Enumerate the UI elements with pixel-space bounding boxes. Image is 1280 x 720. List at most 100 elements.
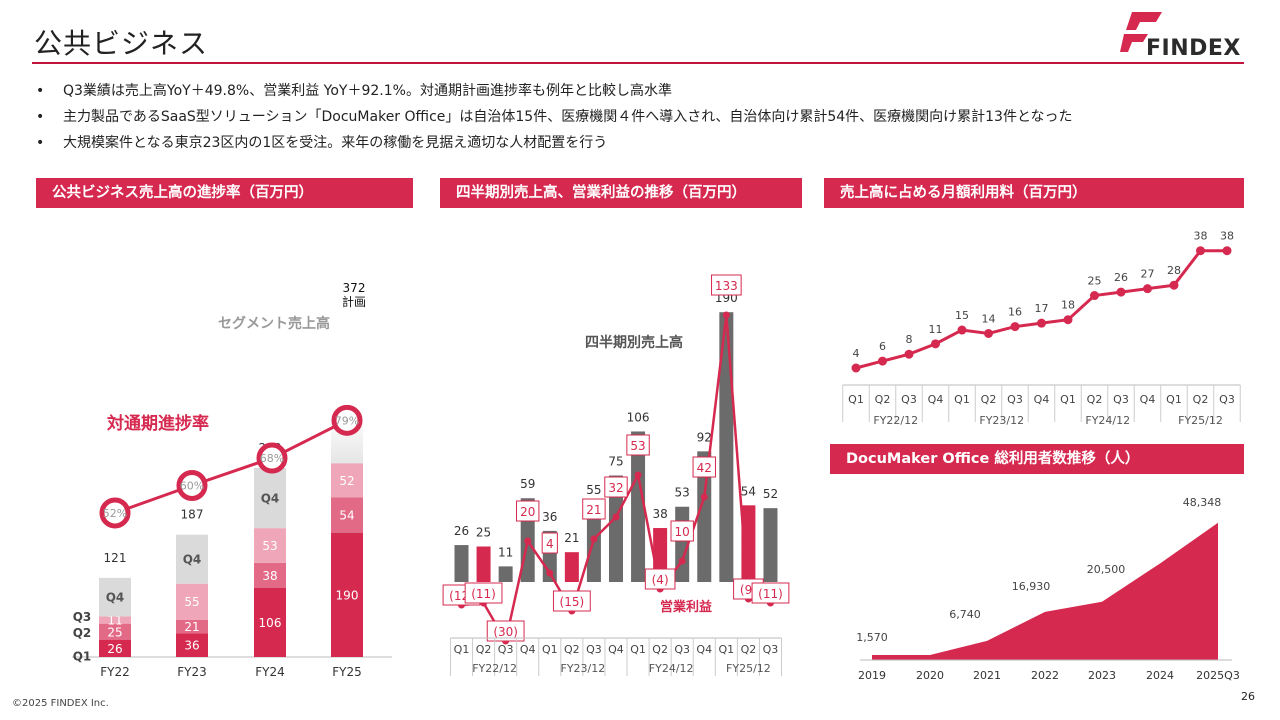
sales-bar — [697, 451, 712, 582]
x-tick-label: Q4 — [928, 393, 944, 406]
group-label: FY23/12 — [979, 414, 1024, 427]
bar-value-label: 11 — [107, 614, 122, 628]
profit-value-label: 21 — [586, 503, 601, 517]
bar-segment — [176, 534, 208, 584]
sales-value-label: 36 — [542, 510, 557, 524]
x-tick-label: 2023 — [1088, 669, 1116, 682]
monthly-fee-value-label: 16 — [1008, 306, 1022, 319]
x-tick-label: Q2 — [1087, 393, 1103, 406]
profit-marker — [678, 557, 686, 565]
section-header-progress: 公共ビジネス売上高の進捗率（百万円） — [36, 178, 413, 208]
progress-rate-label: 対通期進捗率 — [106, 413, 209, 434]
group-label: FY24/12 — [649, 662, 694, 675]
x-tick-label: Q2 — [652, 643, 668, 656]
profit-value-label: 4 — [546, 537, 554, 551]
bar-total-label: 121 — [104, 551, 127, 565]
group-label: FY25/12 — [1178, 414, 1223, 427]
bar-segment — [254, 467, 286, 529]
sales-bar — [763, 508, 778, 582]
monthly-fee-marker — [984, 329, 993, 338]
bullet-item: 大規模案件となる東京23区内の1区を受注。来年の稼働を見据え適切な人材配置を行う — [36, 130, 1073, 156]
sales-value-label: 75 — [608, 455, 623, 469]
profit-label-box — [582, 498, 606, 520]
profit-label-box — [626, 434, 650, 456]
users-value-label: 20,500 — [1087, 563, 1126, 576]
sales-value-label: 52 — [763, 487, 778, 501]
progress-value-label: 52% — [103, 507, 127, 520]
plan-value-label: 372 — [343, 281, 366, 295]
group-label: FY22/12 — [472, 662, 517, 675]
sales-value-label: 25 — [476, 526, 491, 540]
monthly-fee-value-label: 38 — [1194, 230, 1208, 243]
profit-value-label: (30) — [493, 625, 518, 639]
profit-label-box — [552, 590, 591, 612]
profit-value-label: 53 — [630, 439, 645, 453]
sales-value-label: 59 — [520, 477, 535, 491]
users-area — [872, 522, 1218, 660]
monthly-fee-value-label: 6 — [879, 340, 886, 353]
x-tick-label: 2019 — [858, 669, 886, 682]
x-tick-label: 2020 — [916, 669, 944, 682]
x-tick-label: Q3 — [586, 643, 602, 656]
monthly-fee-value-label: 27 — [1141, 268, 1155, 281]
x-tick-label: 2025Q3 — [1196, 669, 1240, 682]
profit-marker — [634, 471, 642, 479]
profit-value-label: 32 — [608, 481, 623, 495]
plan-caption: 計画 — [342, 294, 366, 309]
x-tick-label: Q2 — [981, 393, 997, 406]
monthly-fee-marker — [1222, 246, 1232, 256]
findex-logo: FINDEX — [1120, 12, 1241, 61]
x-tick-label: Q3 — [1007, 393, 1023, 406]
profit-series-label: 営業利益 — [660, 599, 712, 615]
monthly-fee-value-label: 14 — [982, 313, 996, 326]
profit-marker — [722, 311, 730, 319]
logo-text: FINDEX — [1146, 36, 1241, 61]
sales-value-label: 92 — [697, 430, 712, 444]
monthly-fee-marker — [1116, 287, 1126, 297]
profit-value-label: 133 — [715, 279, 738, 293]
profit-value-label: (4) — [652, 573, 669, 587]
sales-value-label: 53 — [675, 486, 690, 500]
series-label: Q1 — [73, 649, 92, 663]
profit-label-box — [541, 532, 558, 554]
monthly-fee-marker — [904, 349, 914, 359]
group-label: FY24/12 — [1085, 414, 1130, 427]
x-tick-label: Q2 — [875, 393, 891, 406]
monthly-fee-marker — [1090, 291, 1099, 301]
profit-value-label: (11) — [758, 587, 783, 601]
x-tick-label: 2024 — [1146, 669, 1174, 682]
page-title: 公共ビジネス — [34, 27, 209, 60]
bar-segment — [99, 639, 131, 657]
sales-bar — [608, 475, 623, 582]
monthly-fee-value-label: 18 — [1061, 299, 1075, 312]
monthly-fee-value-label: 26 — [1114, 271, 1128, 284]
profit-value-label: 20 — [520, 505, 535, 519]
bar-segment — [99, 616, 131, 624]
x-tick-label: 2022 — [1031, 669, 1059, 682]
bar-value-label: 26 — [107, 642, 122, 656]
series-label: Q2 — [73, 626, 92, 640]
progress-marker — [176, 470, 208, 501]
monthly-fee-marker — [1010, 322, 1020, 332]
bullet-item: Q3業績は売上高YoY＋49.8%、営業利益 YoY＋92.1%。対通期計画進捗… — [36, 78, 1073, 104]
x-tick-label: Q4 — [608, 643, 624, 656]
monthly-fee-value-label: 8 — [906, 333, 913, 346]
x-tick-label: Q4 — [1140, 393, 1156, 406]
series-label: Q3 — [73, 610, 92, 624]
x-tick-label: Q1 — [1166, 393, 1182, 406]
bar-segment — [254, 562, 286, 588]
sales-value-label: 21 — [564, 531, 579, 545]
x-tick-label: Q1 — [454, 643, 470, 656]
profit-marker — [524, 537, 532, 545]
monthly-fee-marker — [878, 356, 887, 366]
x-tick-label: Q3 — [674, 643, 690, 656]
group-label: FY25/12 — [726, 662, 771, 675]
monthly-fee-marker — [1143, 284, 1152, 294]
x-tick-label: Q3 — [763, 643, 779, 656]
profit-value-label: 42 — [697, 461, 712, 475]
users-value-label: 48,348 — [1183, 496, 1222, 509]
copyright: ©2025 FINDEX Inc. — [12, 698, 109, 709]
monthly-fee-marker — [1063, 315, 1073, 325]
